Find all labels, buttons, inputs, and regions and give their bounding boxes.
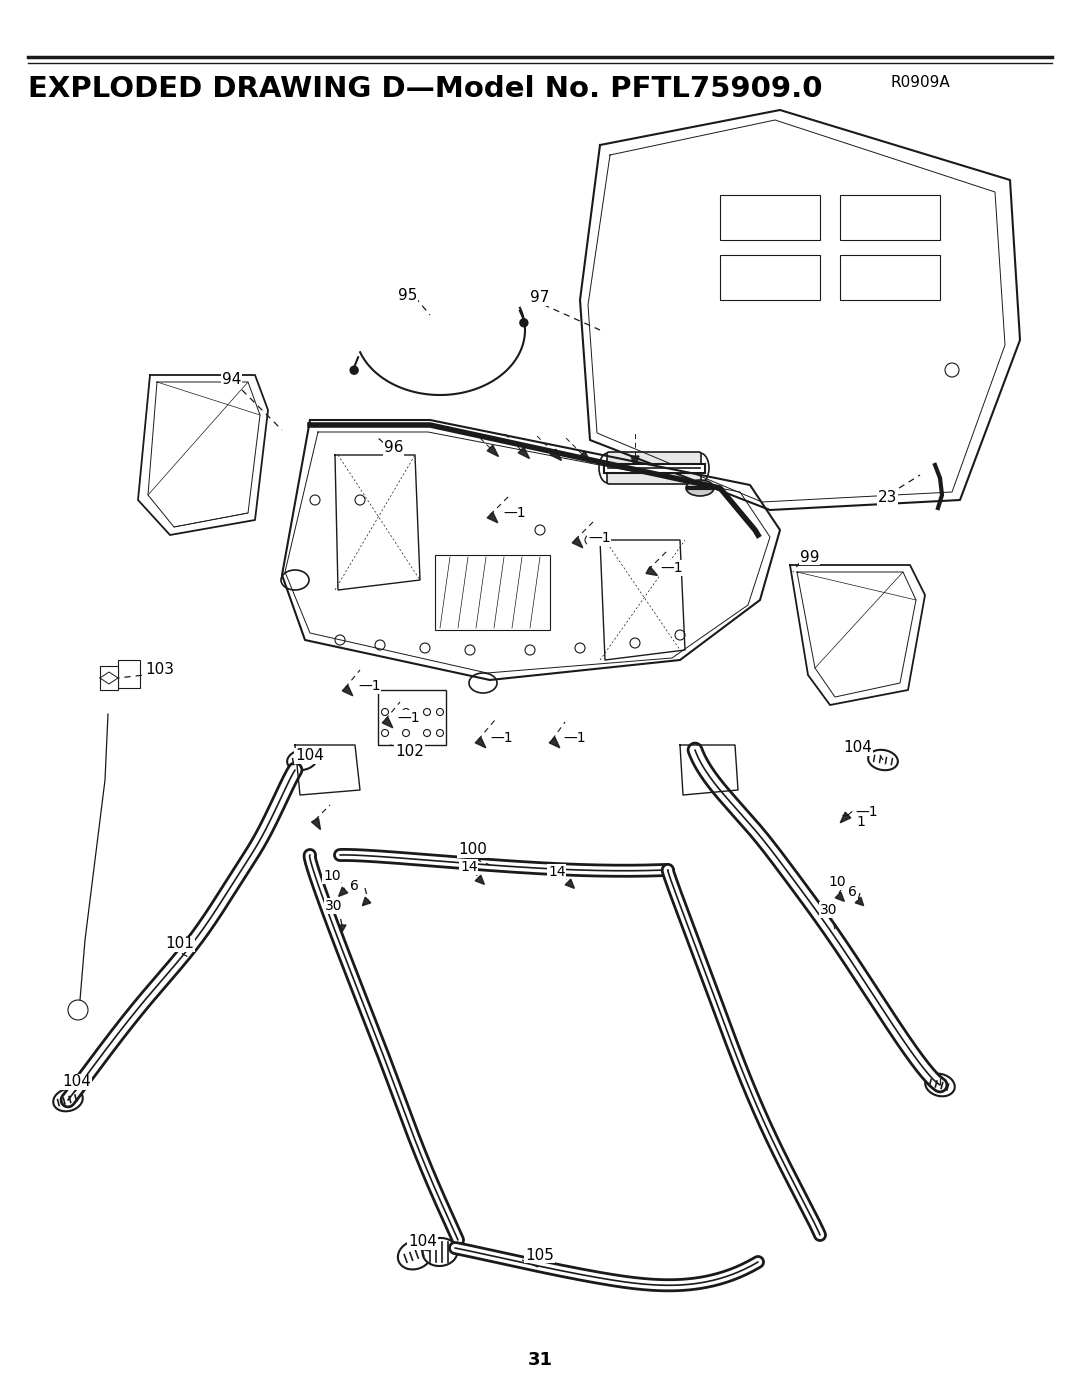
Bar (840, 196, 940, 240)
Text: 94: 94 (222, 373, 241, 387)
Ellipse shape (397, 1241, 432, 1270)
Ellipse shape (422, 1238, 458, 1266)
Polygon shape (518, 447, 529, 458)
Text: 102: 102 (395, 745, 423, 760)
Polygon shape (339, 887, 348, 897)
Polygon shape (646, 567, 658, 576)
Bar (118, 659, 140, 687)
Text: 104: 104 (408, 1235, 437, 1249)
Ellipse shape (691, 453, 708, 483)
Text: 6: 6 (350, 879, 359, 893)
Text: —1: —1 (397, 711, 420, 725)
Polygon shape (579, 451, 591, 462)
Polygon shape (382, 717, 393, 728)
FancyBboxPatch shape (607, 453, 701, 483)
Ellipse shape (53, 1088, 83, 1111)
Polygon shape (831, 930, 839, 937)
Polygon shape (572, 538, 583, 548)
Polygon shape (475, 738, 486, 747)
Text: 100: 100 (458, 842, 487, 858)
Text: 101: 101 (165, 936, 194, 951)
Bar (378, 690, 446, 745)
Polygon shape (363, 897, 370, 905)
Text: 105: 105 (525, 1248, 554, 1263)
Text: 1: 1 (856, 814, 865, 828)
Bar (100, 666, 118, 690)
Polygon shape (550, 450, 562, 461)
Circle shape (519, 319, 528, 327)
Bar (720, 196, 820, 240)
Text: 96: 96 (384, 440, 404, 455)
Ellipse shape (469, 673, 497, 693)
Ellipse shape (281, 570, 309, 590)
Bar (435, 555, 550, 630)
Text: —1: —1 (357, 679, 380, 693)
Text: —1: —1 (660, 562, 683, 576)
Text: 30: 30 (820, 902, 837, 916)
Polygon shape (631, 455, 639, 468)
Polygon shape (855, 897, 864, 905)
Text: —1: —1 (855, 805, 878, 819)
Ellipse shape (686, 481, 714, 496)
Polygon shape (342, 685, 353, 696)
Polygon shape (549, 738, 559, 747)
Text: —1: —1 (503, 506, 526, 520)
Ellipse shape (868, 750, 897, 770)
Text: 103: 103 (145, 662, 174, 678)
Text: 104: 104 (843, 740, 872, 756)
Text: 14: 14 (460, 861, 477, 875)
Polygon shape (475, 875, 484, 884)
Ellipse shape (287, 750, 316, 770)
Bar (720, 256, 820, 300)
Polygon shape (487, 446, 499, 457)
Text: —1: —1 (588, 531, 610, 545)
Text: 95: 95 (399, 288, 417, 303)
Text: 97: 97 (530, 291, 550, 306)
Text: 104: 104 (295, 749, 324, 764)
Text: 30: 30 (325, 900, 342, 914)
Text: 10: 10 (323, 869, 340, 883)
Text: 23: 23 (878, 490, 897, 506)
Polygon shape (487, 513, 498, 522)
Text: 104: 104 (62, 1074, 91, 1090)
Polygon shape (840, 812, 851, 823)
Text: EXPLODED DRAWING D—Model No. PFTL75909.0: EXPLODED DRAWING D—Model No. PFTL75909.0 (28, 75, 823, 103)
Polygon shape (338, 925, 346, 932)
Text: 99: 99 (800, 549, 820, 564)
Bar (840, 256, 940, 300)
Polygon shape (835, 893, 845, 901)
Text: R0909A: R0909A (890, 75, 949, 89)
Ellipse shape (926, 1074, 955, 1097)
Polygon shape (565, 879, 575, 888)
Circle shape (350, 366, 359, 374)
Ellipse shape (599, 453, 617, 483)
Text: 31: 31 (527, 1351, 553, 1369)
Text: —1: —1 (563, 731, 585, 745)
Text: —1: —1 (490, 731, 513, 745)
Text: 10: 10 (828, 875, 846, 888)
Polygon shape (311, 819, 321, 830)
Text: 6: 6 (848, 886, 856, 900)
Text: 14: 14 (548, 865, 566, 879)
